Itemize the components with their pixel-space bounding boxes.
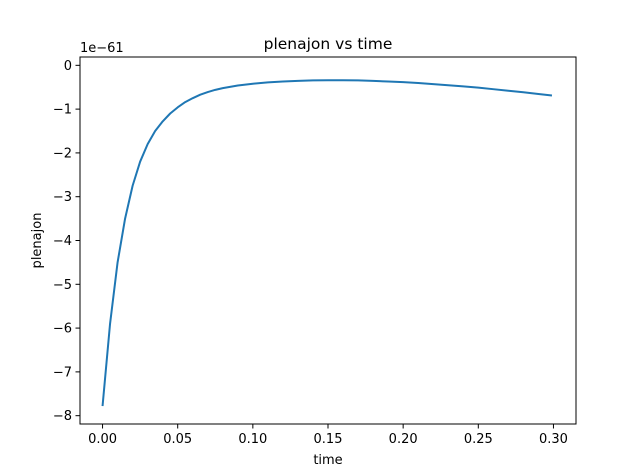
y-tick-label: 0 bbox=[64, 59, 72, 74]
x-tick-label: 0.20 bbox=[389, 432, 418, 447]
x-tick-label: 0.15 bbox=[314, 432, 343, 447]
y-axis-label: plenajon bbox=[30, 213, 45, 269]
x-tick-label: 0.05 bbox=[163, 432, 192, 447]
series-layer bbox=[101, 79, 553, 407]
y-tick-label: −7 bbox=[53, 365, 72, 380]
x-tick-label: 0.30 bbox=[539, 432, 568, 447]
x-tick-label: 0.10 bbox=[238, 432, 267, 447]
chart-title: plenajon vs time bbox=[264, 35, 393, 53]
series-line-0 bbox=[101, 79, 553, 407]
y-tick-label: −8 bbox=[53, 409, 72, 424]
y-tick-label: −5 bbox=[53, 278, 72, 293]
x-tick-label: 0.00 bbox=[88, 432, 117, 447]
y-tick-label: −1 bbox=[53, 103, 72, 118]
y-tick-label: −6 bbox=[53, 322, 72, 337]
x-tick-label: 0.25 bbox=[464, 432, 493, 447]
x-axis-label: time bbox=[313, 453, 342, 468]
plot-area bbox=[80, 57, 576, 424]
y-axis-offset-label: 1e−61 bbox=[80, 41, 124, 56]
y-tick-label: −4 bbox=[53, 234, 72, 249]
y-tick-label: −2 bbox=[53, 146, 72, 161]
y-tick-label: −3 bbox=[53, 190, 72, 205]
axes-frame bbox=[79, 56, 577, 425]
ticks-layer: 0.00 0.05 0.10 0.15 0.20 0.25 0.30 0 −1 −2 −3 −4 −5 −… bbox=[53, 59, 568, 447]
